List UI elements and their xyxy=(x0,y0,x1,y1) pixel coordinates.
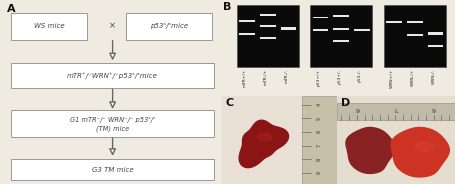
Text: 9: 9 xyxy=(356,109,360,114)
Bar xyxy=(386,22,402,23)
Text: p53ˢ/ˢmice: p53ˢ/ˢmice xyxy=(150,23,188,29)
Text: WRN+/+: WRN+/+ xyxy=(390,69,394,88)
Bar xyxy=(334,15,349,17)
Text: D: D xyxy=(341,98,351,108)
Bar xyxy=(334,40,349,42)
Bar xyxy=(221,96,304,184)
Bar xyxy=(237,5,299,67)
Text: p53+/+: p53+/+ xyxy=(317,69,321,86)
FancyBboxPatch shape xyxy=(126,13,212,40)
Bar xyxy=(407,34,423,36)
Text: L: L xyxy=(394,109,398,114)
Bar xyxy=(313,17,329,18)
Bar xyxy=(260,14,276,16)
Text: G3 TM mice: G3 TM mice xyxy=(92,167,133,173)
Bar xyxy=(239,20,255,22)
Text: 9: 9 xyxy=(432,109,436,114)
Text: p53+/-: p53+/- xyxy=(337,69,341,84)
Text: B: B xyxy=(223,2,231,12)
Text: WRN-/+: WRN-/+ xyxy=(411,69,415,86)
Bar xyxy=(428,32,443,35)
Polygon shape xyxy=(415,142,434,151)
Bar xyxy=(239,33,255,35)
Bar xyxy=(260,25,276,26)
Text: mTR-/-: mTR-/- xyxy=(284,69,288,83)
Bar xyxy=(313,29,329,31)
Text: mTR+/+: mTR+/+ xyxy=(243,69,247,87)
Polygon shape xyxy=(391,128,450,177)
FancyBboxPatch shape xyxy=(11,13,86,40)
Bar xyxy=(334,28,349,30)
Text: WRN-/-: WRN-/- xyxy=(431,69,435,84)
Text: p53-/-: p53-/- xyxy=(358,69,362,82)
Bar xyxy=(310,5,372,67)
Polygon shape xyxy=(258,134,272,141)
Text: (TM) mice: (TM) mice xyxy=(96,125,129,132)
Bar xyxy=(337,103,455,120)
Text: 7: 7 xyxy=(317,144,322,147)
Text: C: C xyxy=(225,98,233,108)
Text: 8: 8 xyxy=(317,158,322,161)
FancyBboxPatch shape xyxy=(11,110,214,137)
Text: 5: 5 xyxy=(317,117,322,120)
Text: WS mice: WS mice xyxy=(34,23,64,29)
Text: mTR-/+: mTR-/+ xyxy=(264,69,268,85)
Text: 6: 6 xyxy=(317,130,322,133)
Text: A: A xyxy=(7,4,15,14)
Bar xyxy=(260,37,276,39)
Bar xyxy=(384,5,446,67)
Text: 9: 9 xyxy=(317,171,322,174)
FancyBboxPatch shape xyxy=(11,159,214,180)
Bar xyxy=(302,96,337,184)
Bar xyxy=(281,27,296,30)
Polygon shape xyxy=(239,120,288,168)
Text: G1 mTR⁻/⁻ WRN⁻/⁻ p53ˢ/ˢ: G1 mTR⁻/⁻ WRN⁻/⁻ p53ˢ/ˢ xyxy=(70,117,155,123)
Bar xyxy=(354,29,370,31)
Text: ×: × xyxy=(109,22,116,31)
Bar xyxy=(407,22,423,23)
Bar xyxy=(428,45,443,47)
Text: 4: 4 xyxy=(317,103,322,106)
Polygon shape xyxy=(346,128,395,173)
FancyBboxPatch shape xyxy=(11,63,214,88)
Text: mTR⁺/⁻WRN⁺/⁻p53ˢ/ˢmice: mTR⁺/⁻WRN⁺/⁻p53ˢ/ˢmice xyxy=(67,72,158,79)
